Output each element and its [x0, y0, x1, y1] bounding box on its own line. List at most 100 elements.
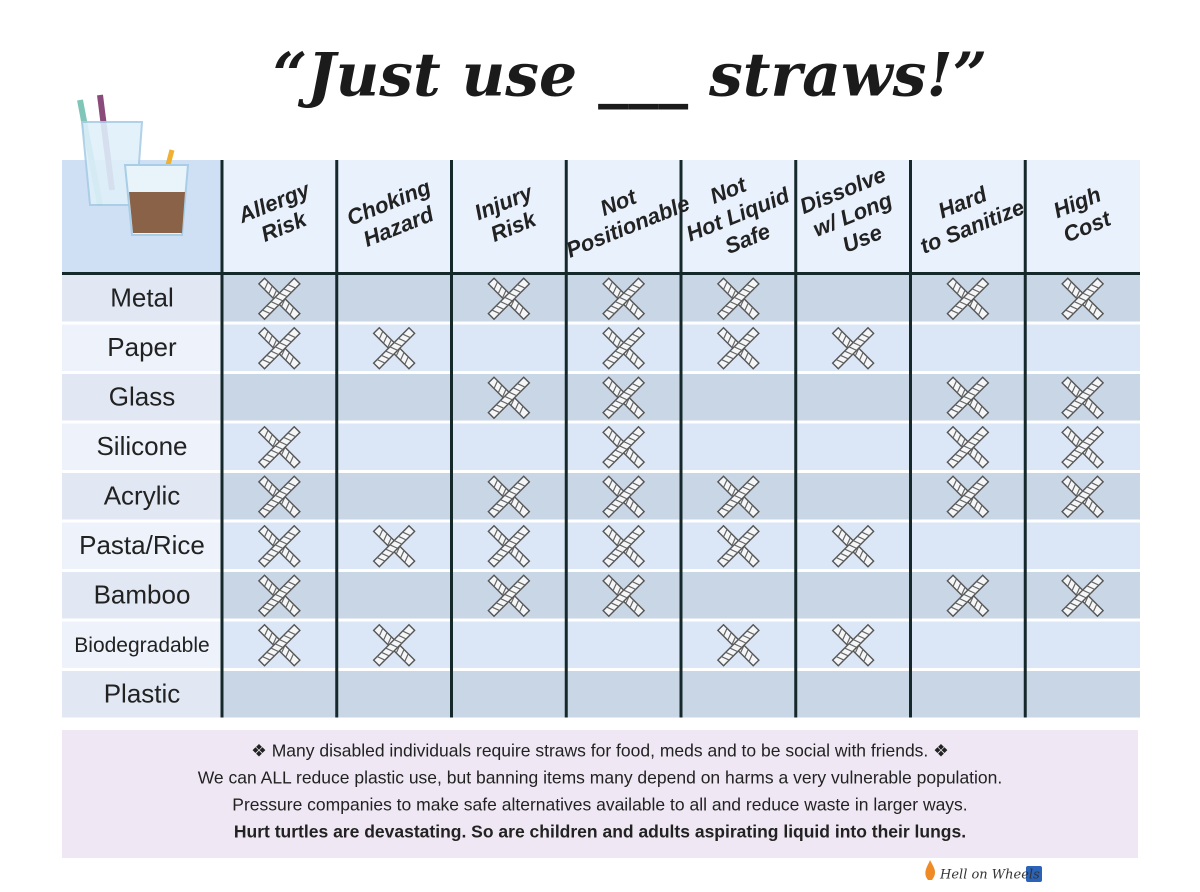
footer-line: We can ALL reduce plastic use, but banni…	[198, 768, 1003, 788]
straw-stripe	[495, 404, 505, 409]
straw-stripe	[279, 342, 288, 347]
straw-stripe	[835, 359, 845, 364]
straw	[257, 574, 301, 618]
straw-stripe	[973, 500, 979, 510]
straw-stripe	[967, 292, 976, 298]
straw-stripe	[619, 445, 628, 450]
straw-stripe	[518, 405, 524, 415]
straw-stripe	[858, 649, 864, 658]
straw-stripe	[952, 430, 958, 439]
straw-stripe	[977, 405, 983, 415]
straw-stripe	[518, 306, 524, 316]
straw	[372, 326, 416, 370]
straw-stripe	[283, 337, 292, 343]
straw-stripe	[721, 507, 730, 513]
straw-stripe	[270, 548, 279, 554]
straw-stripe	[491, 408, 500, 414]
straw-stripe	[404, 356, 409, 365]
straw-stripe	[619, 346, 628, 351]
straw-stripe	[731, 339, 737, 348]
straw-stripe	[1073, 301, 1083, 306]
straw-stripe	[733, 544, 743, 549]
straw-stripe	[627, 535, 636, 541]
straw-stripe	[512, 585, 522, 590]
straw-stripe	[606, 309, 615, 315]
straw-stripe	[610, 503, 619, 508]
cross-mark	[487, 524, 531, 568]
straw-stripe	[954, 602, 964, 607]
straw-stripe	[612, 582, 618, 592]
straw-stripe	[1078, 494, 1087, 500]
straw-stripe	[1073, 400, 1083, 405]
straw-stripe	[501, 389, 507, 398]
straw-stripe	[725, 552, 734, 558]
straw-stripe	[623, 589, 632, 595]
straw-stripe	[262, 507, 271, 513]
straw-stripe	[631, 383, 641, 388]
cross-mark	[602, 277, 646, 321]
straw-stripe	[627, 288, 636, 293]
straw-stripe	[1065, 507, 1074, 513]
straw-stripe	[733, 296, 743, 302]
straw-stripe	[963, 445, 972, 450]
straw-stripe	[493, 380, 499, 389]
straw	[716, 475, 760, 519]
straw-stripe	[952, 479, 958, 488]
straw-stripe	[610, 404, 619, 409]
straw-stripe	[963, 494, 972, 500]
straw-stripe	[1073, 449, 1083, 455]
straw-stripe	[846, 537, 851, 546]
straw-stripe	[497, 582, 503, 592]
straw-stripe	[631, 432, 641, 438]
straw-stripe	[272, 537, 278, 546]
cross-mark	[602, 574, 646, 618]
straw-stripe	[952, 380, 958, 389]
straw-stripe	[857, 535, 866, 541]
straw-stripe	[610, 453, 619, 459]
straw-stripe	[497, 533, 503, 542]
straw-stripe	[612, 483, 618, 493]
straw-stripe	[976, 383, 985, 388]
straw-stripe	[742, 288, 751, 293]
straw-stripe	[491, 507, 500, 513]
straw-stripe	[382, 335, 388, 344]
straw-stripe	[721, 359, 730, 364]
straw-stripe	[500, 499, 509, 504]
straw-stripe	[262, 656, 271, 661]
straw-stripe	[971, 288, 981, 293]
straw-stripe	[1071, 384, 1077, 394]
straw-stripe	[614, 548, 624, 554]
straw-stripe	[404, 554, 409, 563]
straw-stripe	[1092, 306, 1098, 316]
straw-stripe	[512, 288, 522, 293]
straw-stripe	[1071, 483, 1077, 493]
row-label-bg	[62, 671, 222, 718]
straw-stripe	[266, 503, 275, 508]
straw-stripe	[744, 649, 749, 658]
glass-illustration	[62, 94, 222, 272]
straw-stripe	[619, 494, 628, 500]
brand: Hell on Wheels	[939, 868, 1040, 883]
straw-stripe	[1071, 434, 1077, 443]
cross-mark	[372, 326, 416, 370]
straw-stripe	[746, 284, 755, 289]
straw-stripe	[852, 639, 862, 644]
straw-stripe	[387, 339, 392, 348]
straw-stripe	[1092, 504, 1098, 514]
straw-stripe	[608, 578, 613, 587]
straw-stripe	[612, 285, 618, 295]
straw-stripe	[268, 582, 273, 592]
straw-stripe	[725, 305, 734, 310]
straw-stripe	[844, 548, 853, 554]
straw-stripe	[398, 535, 407, 541]
straw-stripe	[619, 296, 628, 302]
straw-stripe	[746, 630, 755, 636]
straw-stripe	[497, 384, 503, 394]
straw-stripe	[610, 602, 619, 607]
straw-stripe	[512, 486, 522, 491]
cross-mark	[257, 475, 301, 519]
straw-stripe	[631, 531, 641, 537]
cross-mark	[487, 277, 531, 321]
straw-stripe	[744, 500, 749, 510]
brand-icons	[925, 860, 1042, 882]
